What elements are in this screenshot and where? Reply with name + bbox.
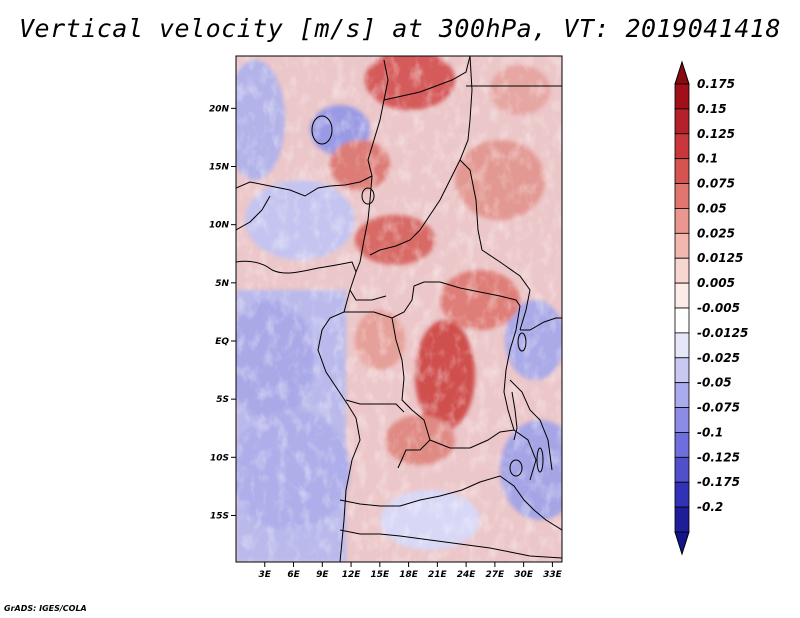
lon-tick-label: 27E (486, 570, 506, 580)
colorbar-label: 0.15 (697, 102, 727, 116)
colorbar-swatch (674, 83, 690, 110)
colorbar-top-arrow (674, 60, 690, 85)
lon-tick-label: 3E (259, 570, 272, 580)
colorbar-swatch (674, 332, 690, 359)
colorbar-label: -0.075 (697, 401, 740, 415)
colorbar-swatch (674, 357, 690, 384)
lon-tick-label: 12E (342, 570, 362, 580)
colorbar-swatch (674, 108, 690, 135)
colorbar-label: -0.05 (697, 376, 732, 390)
lon-tick-label: 15E (370, 570, 390, 580)
lat-tick-label: 15N (209, 163, 230, 173)
colorbar-label: 0.025 (697, 226, 735, 240)
lat-tick-label: 15S (210, 511, 229, 521)
lon-tick-label: 9E (316, 570, 329, 580)
colorbar-label: 0.1 (697, 152, 718, 166)
lat-tick-label: 20N (209, 104, 230, 114)
lon-tick-label: 21E (428, 570, 448, 580)
lat-tick-label: EQ (215, 337, 229, 347)
lat-tick-label: 10N (209, 221, 230, 231)
colorbar-swatch (674, 481, 690, 508)
colorbar-label: 0.175 (697, 77, 735, 91)
colorbar-label: 0.0125 (697, 251, 743, 265)
colorbar-swatch (674, 208, 690, 234)
longitude-axis: 3E 6E 9E 12E 15E 18E 21E 24E 27E 30E 33E (259, 562, 563, 580)
lat-tick-label: 10S (210, 453, 229, 463)
colorbar-swatch (674, 232, 690, 259)
map-title: Vertical velocity [m/s] at 300hPa, VT: 2… (18, 14, 781, 43)
grads-credit: GrADS: IGES/COLA (4, 604, 87, 613)
colorbar-swatch (674, 456, 690, 483)
colorbar-swatch (674, 506, 690, 533)
lon-tick-label: 30E (514, 570, 534, 580)
colorbar-swatch (674, 382, 690, 408)
lakes (311, 115, 544, 477)
colorbar-label: -0.2 (697, 500, 723, 514)
colorbar-label: -0.0125 (697, 326, 748, 340)
latitude-axis: 20N 15N 10N 5N EQ 5S 10S 15S (209, 104, 236, 521)
colorbar-label: -0.125 (697, 450, 740, 464)
colorbar: 0.175 0.15 0.125 0.1 0.075 0.05 0.025 0.0125 0.0… (674, 60, 748, 556)
colorbar-swatch (674, 307, 690, 334)
colorbar-swatch (674, 158, 690, 184)
colorbar-swatch (674, 432, 690, 458)
colorbar-label: -0.005 (697, 301, 740, 315)
colorbar-label: 0.005 (697, 276, 735, 290)
lat-tick-label: 5S (216, 395, 229, 405)
colorbar-label: 0.125 (697, 127, 735, 141)
colorbar-label: 0.075 (697, 177, 735, 191)
colorbar-label: -0.025 (697, 351, 740, 365)
colorbar-swatch (674, 282, 690, 309)
colorbar-swatch (674, 407, 690, 433)
colorbar-swatch (674, 257, 690, 284)
colorbar-label: -0.175 (697, 475, 740, 489)
colorbar-label: 0.05 (697, 201, 727, 215)
vertical-velocity-field (236, 56, 562, 562)
country-borders (236, 56, 562, 562)
map-frame (235, 55, 563, 563)
colorbar-label: -0.1 (697, 425, 723, 439)
colorbar-swatch (674, 183, 690, 209)
lon-tick-label: 18E (399, 570, 419, 580)
colorbar-swatch (674, 133, 690, 160)
lon-tick-label: 33E (543, 570, 563, 580)
colorbar-bottom-arrow (674, 531, 690, 556)
lon-tick-label: 6E (287, 570, 300, 580)
lon-tick-label: 24E (457, 570, 477, 580)
lat-tick-label: 5N (215, 279, 229, 289)
